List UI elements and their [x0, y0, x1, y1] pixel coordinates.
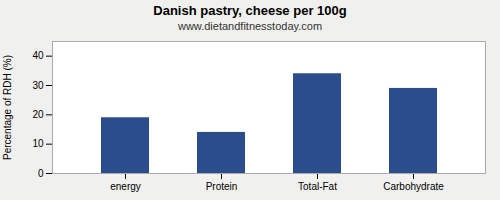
svg-text:Protein: Protein [206, 181, 238, 192]
svg-text:Total-Fat: Total-Fat [298, 181, 337, 192]
svg-text:energy: energy [110, 181, 141, 192]
svg-text:20: 20 [32, 109, 44, 120]
svg-text:10: 10 [32, 138, 44, 149]
svg-text:Carbohydrate: Carbohydrate [383, 181, 444, 192]
svg-text:0: 0 [38, 168, 44, 179]
svg-text:Percentage of RDH (%): Percentage of RDH (%) [2, 55, 13, 160]
html-text:Danish pastry, cheese per 100g: Danish pastry, cheese per 100g [153, 3, 347, 18]
html-text:www.dietandfitnesstoday.com: www.dietandfitnesstoday.com [178, 20, 322, 32]
svg-text:40: 40 [32, 50, 44, 61]
svg-text:30: 30 [32, 80, 44, 91]
